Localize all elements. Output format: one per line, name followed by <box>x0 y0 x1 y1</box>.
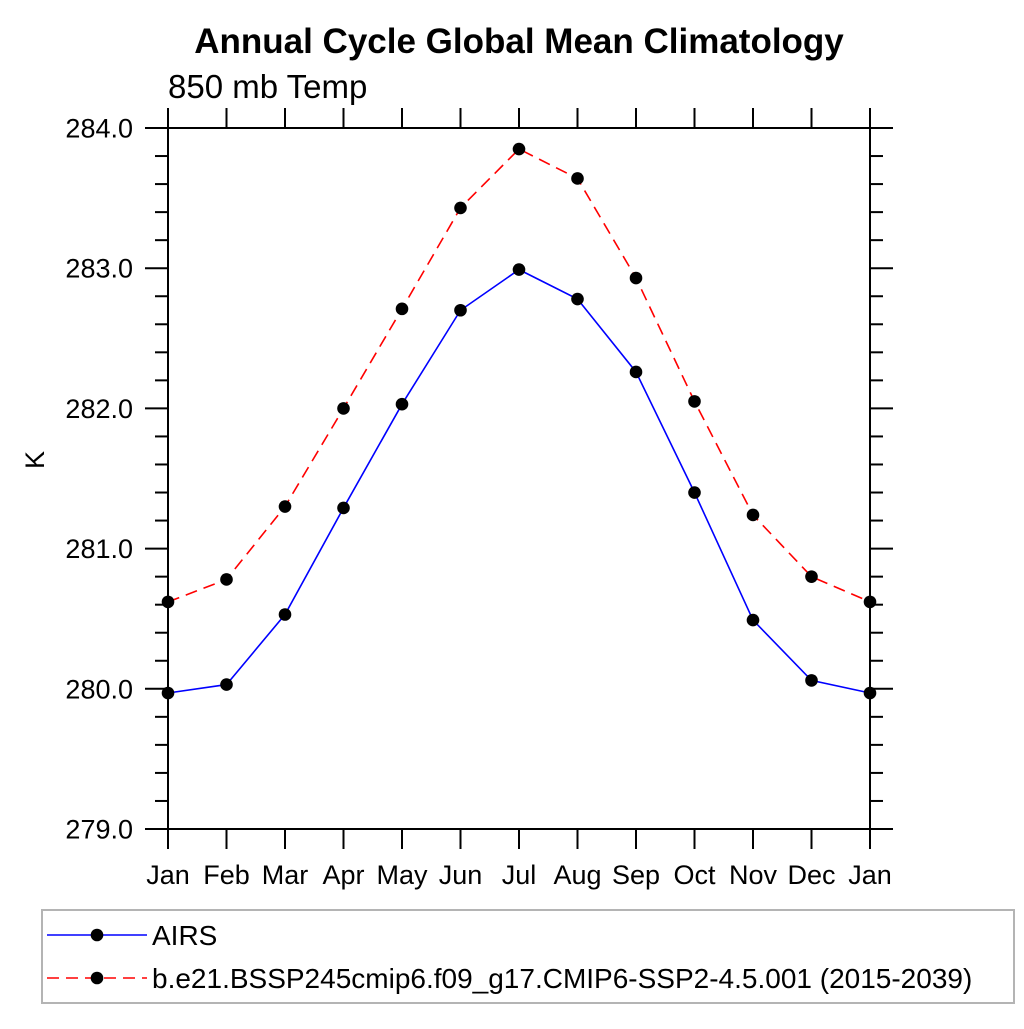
x-tick-label-2: Mar <box>262 860 309 890</box>
data-point-0-apr <box>337 501 350 515</box>
data-point-0-mar <box>278 608 292 621</box>
chart-title: Annual Cycle Global Mean Climatology <box>194 22 844 61</box>
x-tick-label-3: Apr <box>322 860 364 890</box>
x-tick-label-5: Jun <box>439 860 483 890</box>
data-point-1-jun <box>454 201 467 215</box>
x-tick-label-9: Oct <box>673 860 716 890</box>
legend-label-model: b.e21.BSSP245cmip6.f09_g17.CMIP6-SSP2-4.… <box>152 963 972 994</box>
x-tick-label-11: Dec <box>787 860 835 890</box>
data-point-1-feb <box>220 573 233 586</box>
legend-marker-airs <box>90 928 104 942</box>
data-point-0-sep <box>629 365 643 379</box>
x-tick-label-1: Feb <box>203 860 250 890</box>
x-tick-label-7: Aug <box>553 860 601 890</box>
data-point-0-dec <box>805 674 818 687</box>
legend-label-airs: AIRS <box>152 920 217 951</box>
y-tick-label: 282.0 <box>65 394 133 424</box>
plot-border <box>167 127 871 830</box>
data-point-0-aug <box>571 292 584 306</box>
plot-layer: Jan Feb Mar Apr May Jun Jul Aug Sep Oct Nov Dec Jan 2… <box>65 108 893 890</box>
series-line-0 <box>167 268 871 694</box>
x-tick-label-4: May <box>376 860 428 890</box>
data-point-1-mar <box>278 500 292 513</box>
y-axis-label: K <box>20 451 50 469</box>
y-tick-label: 283.0 <box>65 254 133 284</box>
legend-item-airs: AIRS <box>47 920 217 951</box>
data-point-1-dec <box>805 570 818 583</box>
x-tick-label-8: Sep <box>612 860 660 890</box>
data-point-0-jul <box>512 263 526 276</box>
data-point-0-nov <box>746 613 760 627</box>
data-point-1-apr <box>337 402 350 415</box>
x-tick-label-6: Jul <box>502 860 537 890</box>
x-tick-label-10: Nov <box>729 860 778 890</box>
data-point-1-sep <box>629 271 643 285</box>
x-tick-label-0: Jan <box>146 860 190 890</box>
chart-subtitle: 850 mb Temp <box>168 68 367 105</box>
data-point-0-feb <box>220 678 233 691</box>
legend-item-model: b.e21.BSSP245cmip6.f09_g17.CMIP6-SSP2-4.… <box>47 963 972 994</box>
data-point-1-aug <box>571 172 584 185</box>
series-line-1 <box>167 148 871 603</box>
data-point-1-may <box>395 302 409 316</box>
y-tick-label: 280.0 <box>65 674 133 704</box>
legend-box <box>41 909 1015 1004</box>
y-tick-label: 281.0 <box>65 534 133 564</box>
data-point-0-jun <box>454 303 467 317</box>
data-point-1-jul <box>512 142 526 156</box>
x-tick-label-12: Jan <box>848 860 892 890</box>
y-tick-label: 279.0 <box>65 815 133 845</box>
legend: AIRS b.e21.BSSP245cmip6.f09_g17.CMIP6-SS… <box>41 909 1015 1004</box>
data-point-0-may <box>395 397 409 411</box>
data-point-0-oct <box>688 486 701 499</box>
legend-marker-model <box>90 971 104 985</box>
data-point-1-nov <box>746 508 760 522</box>
data-point-1-oct <box>688 395 701 408</box>
y-tick-label: 284.0 <box>65 114 133 144</box>
